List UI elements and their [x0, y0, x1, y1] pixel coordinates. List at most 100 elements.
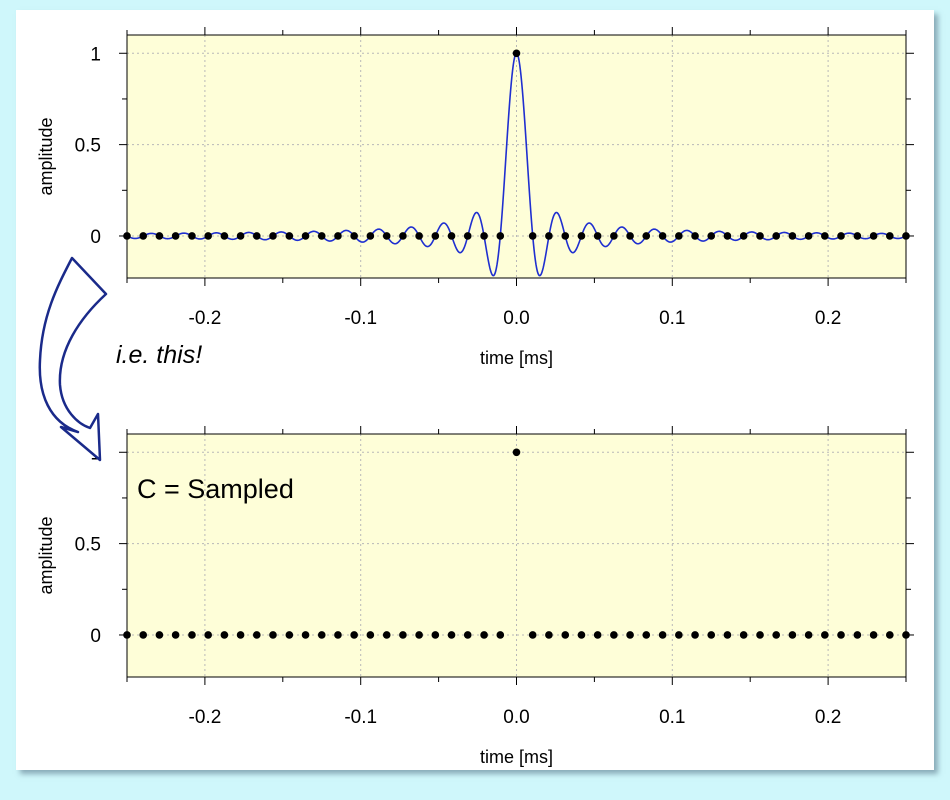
y-tick-label: 0: [90, 227, 101, 248]
curved-arrow-icon: [38, 256, 108, 462]
sample-point: [626, 631, 634, 639]
sample-point: [512, 448, 521, 457]
sample-point: [804, 631, 813, 639]
sample-point: [545, 631, 553, 639]
sample-point: [399, 232, 407, 240]
sample-point: [853, 631, 862, 639]
sample-point: [431, 631, 440, 639]
sample-point: [480, 631, 488, 639]
sample-point: [853, 232, 862, 240]
sample-point: [204, 232, 212, 240]
sample-point: [593, 232, 602, 240]
sample-point: [123, 631, 131, 639]
sample-point: [252, 232, 261, 240]
sample-point: [123, 232, 131, 240]
sample-point: [236, 232, 245, 240]
sample-point: [512, 49, 521, 58]
sample-point: [610, 232, 618, 240]
y-tick-label: 0: [90, 626, 101, 647]
sample-point: [577, 631, 586, 639]
sample-point: [366, 232, 375, 240]
sample-point: [415, 631, 423, 639]
sample-point: [480, 232, 488, 240]
sample-point: [869, 631, 878, 639]
sample-point: [252, 631, 261, 639]
sample-point: [236, 631, 245, 639]
curved-arrow-shape: [38, 256, 108, 462]
y-tick-label: 0.5: [75, 535, 101, 556]
sample-point: [496, 631, 505, 639]
arrow-annotation-text: i.e. this!: [116, 341, 202, 369]
sample-point: [301, 232, 310, 240]
sample-point: [593, 631, 602, 639]
sample-point: [756, 631, 764, 639]
sample-point: [642, 232, 651, 240]
sample-point: [723, 232, 732, 240]
sample-point: [447, 232, 456, 240]
x-tick-label: 0.2: [815, 707, 841, 728]
sample-point: [821, 631, 829, 639]
sample-point: [545, 232, 553, 240]
sample-point: [188, 232, 196, 240]
sample-point: [269, 232, 277, 240]
sample-point: [658, 232, 667, 240]
sample-point: [756, 232, 764, 240]
sample-point: [658, 631, 667, 639]
sample-point: [561, 631, 570, 639]
sample-point: [285, 631, 294, 639]
sample-point: [707, 232, 716, 240]
x-tick-label: 0.2: [815, 308, 841, 329]
sample-point: [155, 232, 164, 240]
x-tick-label: 0.1: [659, 308, 685, 329]
sample-point: [723, 631, 732, 639]
sample-point: [155, 631, 164, 639]
x-tick-label: 0.1: [659, 707, 685, 728]
sample-point: [431, 232, 440, 240]
sample-point: [366, 631, 375, 639]
sample-point: [626, 232, 634, 240]
sample-point: [382, 232, 391, 240]
sample-point: [804, 232, 813, 240]
sample-point: [869, 232, 878, 240]
sample-point: [577, 232, 586, 240]
x-tick-label: -0.1: [344, 707, 377, 728]
sample-point: [561, 232, 570, 240]
sample-point: [675, 631, 683, 639]
sample-point: [447, 631, 456, 639]
x-tick-label: 0.0: [503, 308, 529, 329]
x-tick-label: -0.2: [189, 308, 222, 329]
sample-point: [902, 232, 910, 240]
sample-point: [528, 631, 537, 639]
sample-point: [220, 631, 229, 639]
sample-point: [139, 631, 148, 639]
sample-point: [837, 232, 845, 240]
y-axis-title: amplitude: [36, 516, 56, 594]
sample-point: [772, 232, 781, 240]
sample-point: [415, 232, 423, 240]
sample-point: [188, 631, 196, 639]
sample-point: [334, 631, 342, 639]
sample-point: [821, 232, 829, 240]
x-axis-title: time [ms]: [480, 348, 553, 368]
sample-point: [642, 631, 651, 639]
sample-point: [885, 631, 894, 639]
sample-point: [139, 232, 148, 240]
sample-point: [739, 232, 748, 240]
sample-point: [885, 232, 894, 240]
sample-point: [902, 631, 910, 639]
sample-point: [350, 232, 358, 240]
sample-point: [837, 631, 845, 639]
sample-point: [610, 631, 618, 639]
sample-point: [317, 232, 326, 240]
y-tick-label: 1: [90, 44, 101, 65]
sample-point: [399, 631, 407, 639]
sample-point: [707, 631, 716, 639]
sample-point: [788, 631, 797, 639]
chart-annotation: C = Sampled: [137, 474, 294, 504]
y-tick-label: 0.5: [75, 136, 101, 157]
sample-point: [204, 631, 212, 639]
sample-point: [269, 631, 277, 639]
sample-point: [675, 232, 683, 240]
